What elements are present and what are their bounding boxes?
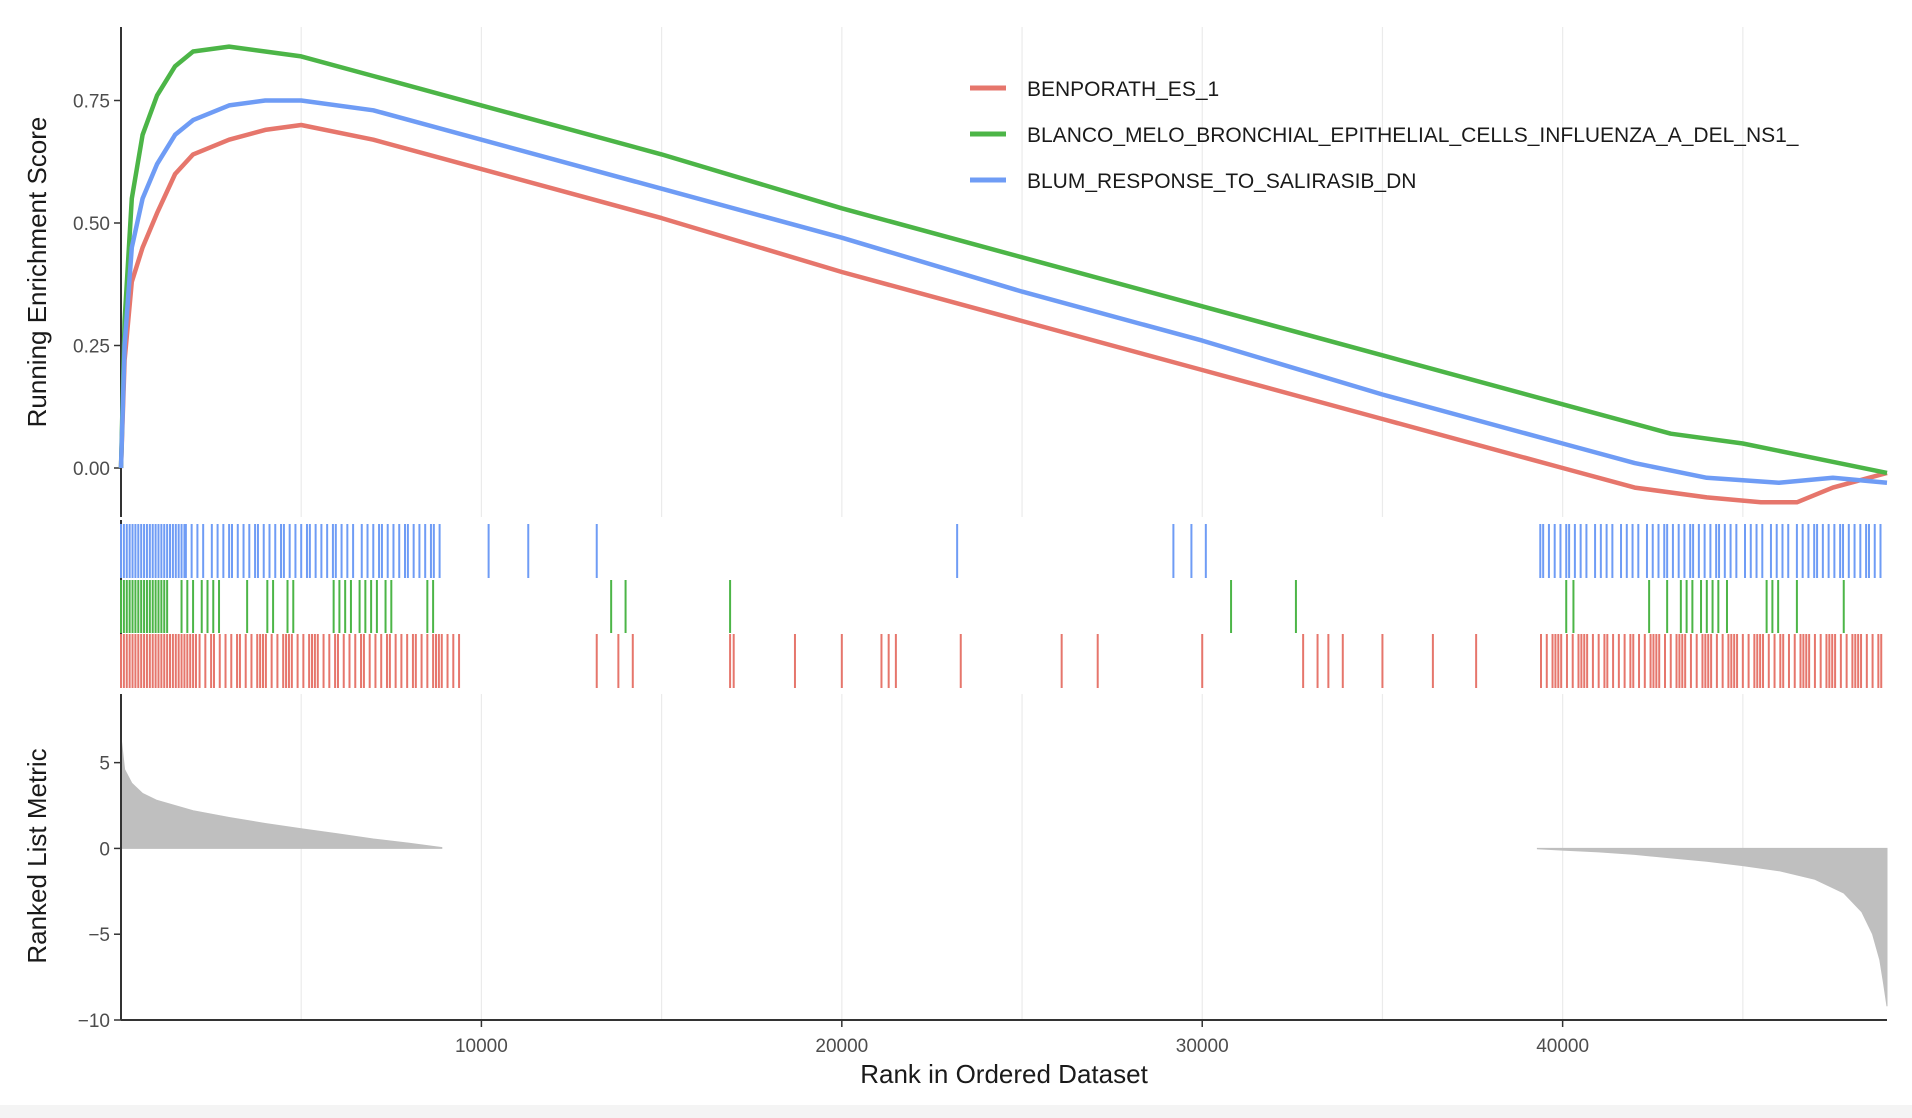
x-tick-label: 40000 xyxy=(1536,1036,1589,1057)
metric-panel: 5 0 −5 −10 10000 20000 30000 40000 Ranked List… xyxy=(22,694,1888,1089)
x-axis-title: Rank in Ordered Dataset xyxy=(860,1059,1148,1089)
es-series-lines xyxy=(118,44,1888,505)
es-y-tick-label: 0.25 xyxy=(73,337,110,358)
bottom-strip xyxy=(0,1105,1912,1118)
x-tick-label: 30000 xyxy=(1176,1036,1229,1057)
es-line-benporath xyxy=(118,122,1888,505)
metric-y-tick-label: −5 xyxy=(88,925,110,946)
es-y-tick-label: 0.75 xyxy=(73,92,110,113)
es-line-blanco xyxy=(118,44,1888,476)
es-line-blum xyxy=(118,98,1888,485)
legend: BENPORATH_ES_1 BLANCO_MELO_BRONCHIAL_EPIT… xyxy=(970,78,1799,193)
x-tick-label: 20000 xyxy=(815,1036,868,1057)
hits-panel xyxy=(120,520,1883,688)
metric-y-ticks: 5 0 −5 −10 xyxy=(78,754,121,1032)
metric-y-tick-label: −10 xyxy=(78,1011,110,1032)
es-y-tick-label: 0.00 xyxy=(73,459,110,480)
legend-label-benporath: BENPORATH_ES_1 xyxy=(1027,78,1219,101)
legend-label-blum: BLUM_RESPONSE_TO_SALIRASIB_DN xyxy=(1027,170,1416,193)
es-panel: 0.00 0.25 0.50 0.75 Running Enrichment Scor… xyxy=(22,27,1888,517)
x-ticks: 10000 20000 30000 40000 xyxy=(455,1020,1589,1057)
metric-area-positive xyxy=(120,736,443,849)
grid-lines xyxy=(300,27,1744,1020)
x-tick-label: 10000 xyxy=(455,1036,508,1057)
metric-areas xyxy=(120,736,1888,1007)
es-y-ticks: 0.00 0.25 0.50 0.75 xyxy=(73,92,121,480)
hit-ticks xyxy=(120,524,1883,688)
metric-area-negative xyxy=(1536,847,1888,1007)
metric-y-axis-title: Ranked List Metric xyxy=(22,748,52,963)
legend-label-blanco: BLANCO_MELO_BRONCHIAL_EPITHELIAL_CELLS_I… xyxy=(1027,124,1799,147)
es-y-tick-label: 0.50 xyxy=(73,214,110,235)
metric-y-tick-label: 0 xyxy=(99,839,110,860)
metric-y-tick-label: 5 xyxy=(99,754,110,775)
es-y-axis-title: Running Enrichment Score xyxy=(22,117,52,428)
